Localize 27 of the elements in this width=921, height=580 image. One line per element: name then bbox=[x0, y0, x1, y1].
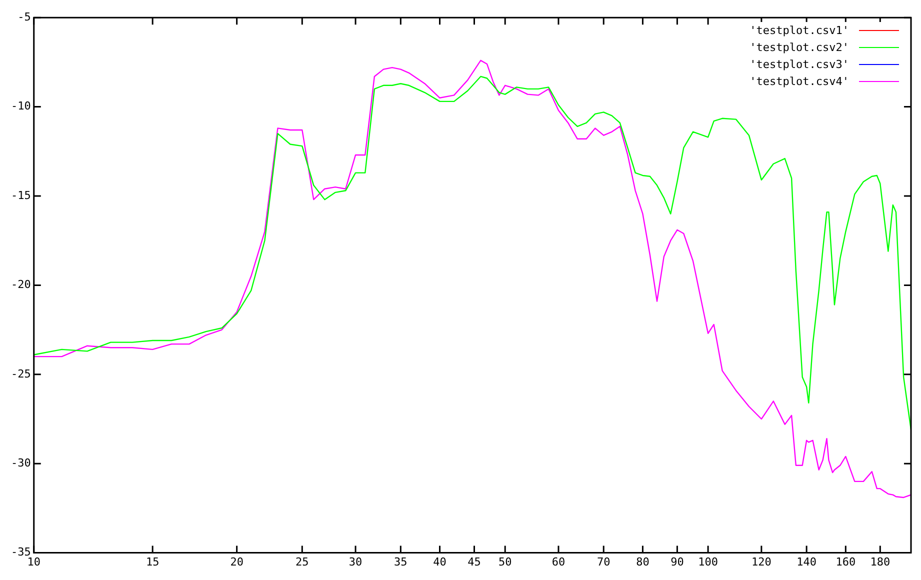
x-tick-label: 15 bbox=[146, 555, 160, 568]
y-tick-label: -30 bbox=[10, 456, 31, 470]
legend-label: 'testplot.csv3' bbox=[750, 57, 849, 73]
legend-label: 'testplot.csv1' bbox=[750, 23, 849, 39]
x-tick-label: 45 bbox=[468, 555, 481, 568]
y-tick-label: -20 bbox=[10, 278, 31, 292]
x-tick-label: 50 bbox=[498, 555, 512, 568]
x-tick-label: 30 bbox=[348, 555, 362, 568]
y-tick-label: -10 bbox=[10, 100, 31, 113]
y-tick-label: -5 bbox=[18, 10, 31, 24]
legend-label: 'testplot.csv2' bbox=[750, 40, 849, 56]
x-tick-label: 100 bbox=[698, 555, 718, 568]
legend-label: 'testplot.csv4' bbox=[750, 74, 849, 90]
x-tick-label: 40 bbox=[433, 555, 446, 568]
x-tick-label: 20 bbox=[230, 555, 244, 568]
x-tick-label: 120 bbox=[751, 555, 772, 568]
y-tick-label: -15 bbox=[10, 188, 31, 202]
x-tick-label: 180 bbox=[870, 555, 890, 568]
x-tick-label: 60 bbox=[552, 555, 566, 568]
y-tick-label: -25 bbox=[10, 367, 31, 380]
x-tick-label: 70 bbox=[596, 555, 610, 568]
x-tick-label: 140 bbox=[796, 555, 817, 568]
x-tick-label: 80 bbox=[636, 555, 650, 568]
x-tick-label: 90 bbox=[670, 555, 684, 568]
x-tick-label: 25 bbox=[296, 555, 309, 568]
x-tick-label: 160 bbox=[836, 555, 856, 568]
x-tick-label: 35 bbox=[394, 555, 408, 568]
